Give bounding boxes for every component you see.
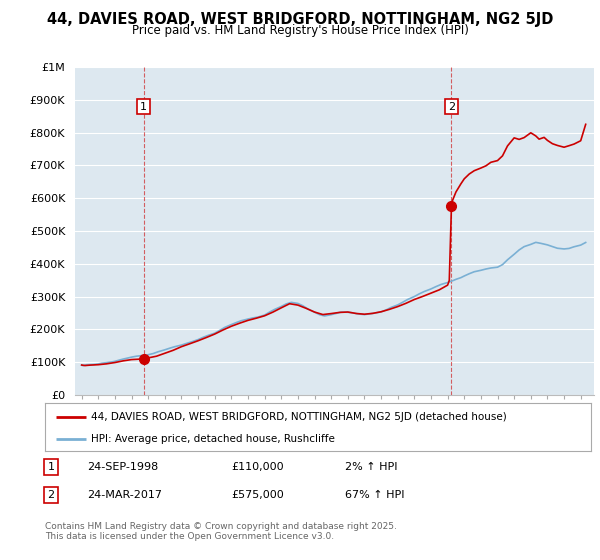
Text: 1: 1: [47, 462, 55, 472]
Text: 1: 1: [140, 101, 147, 111]
Text: HPI: Average price, detached house, Rushcliffe: HPI: Average price, detached house, Rush…: [91, 434, 335, 444]
Text: Price paid vs. HM Land Registry's House Price Index (HPI): Price paid vs. HM Land Registry's House …: [131, 24, 469, 36]
Text: 2: 2: [448, 101, 455, 111]
Text: 24-MAR-2017: 24-MAR-2017: [87, 490, 162, 500]
Text: Contains HM Land Registry data © Crown copyright and database right 2025.
This d: Contains HM Land Registry data © Crown c…: [45, 522, 397, 542]
Text: 44, DAVIES ROAD, WEST BRIDGFORD, NOTTINGHAM, NG2 5JD (detached house): 44, DAVIES ROAD, WEST BRIDGFORD, NOTTING…: [91, 412, 507, 422]
Text: 67% ↑ HPI: 67% ↑ HPI: [345, 490, 404, 500]
Text: 44, DAVIES ROAD, WEST BRIDGFORD, NOTTINGHAM, NG2 5JD: 44, DAVIES ROAD, WEST BRIDGFORD, NOTTING…: [47, 12, 553, 27]
Text: £575,000: £575,000: [231, 490, 284, 500]
Text: £110,000: £110,000: [231, 462, 284, 472]
Text: 2: 2: [47, 490, 55, 500]
Text: 2% ↑ HPI: 2% ↑ HPI: [345, 462, 398, 472]
Text: 24-SEP-1998: 24-SEP-1998: [87, 462, 158, 472]
